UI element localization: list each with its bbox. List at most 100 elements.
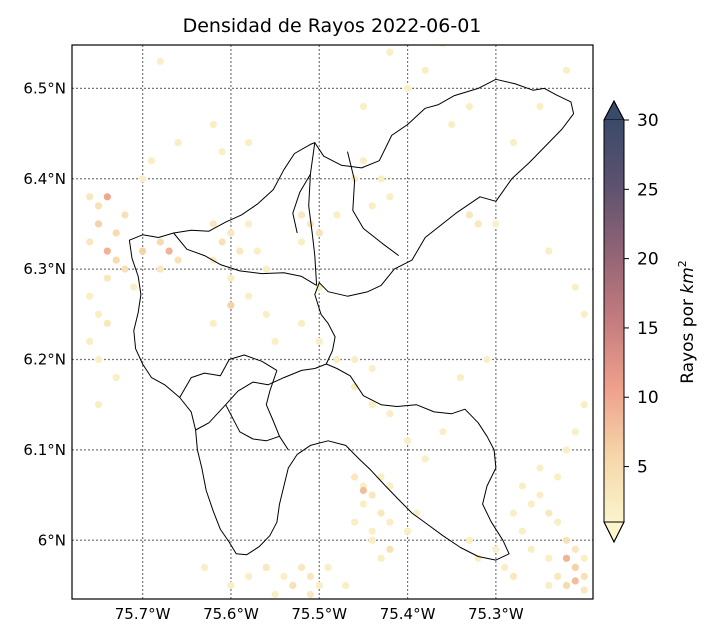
density-cell bbox=[359, 500, 367, 508]
density-cell bbox=[342, 581, 350, 590]
density-cell bbox=[562, 66, 571, 74]
density-cell bbox=[94, 401, 103, 409]
density-cell bbox=[377, 554, 385, 562]
density-cell bbox=[200, 563, 209, 572]
density-cell bbox=[298, 211, 306, 219]
density-cell bbox=[580, 586, 588, 594]
lon-tick-label: 75.3°W bbox=[468, 605, 524, 623]
density-cell bbox=[112, 374, 120, 382]
density-cell bbox=[377, 509, 385, 517]
density-cell bbox=[509, 509, 518, 517]
colorbar-tick-label: 20 bbox=[637, 250, 659, 270]
municipal-boundaries bbox=[128, 78, 575, 561]
density-cell bbox=[262, 563, 270, 572]
colorbar-tick-label: 15 bbox=[637, 319, 659, 339]
density-cell bbox=[306, 220, 314, 228]
density-cell bbox=[571, 545, 579, 553]
density-cell bbox=[448, 120, 456, 129]
density-cell bbox=[545, 581, 553, 590]
density-cell bbox=[421, 455, 429, 463]
density-cell bbox=[218, 238, 226, 246]
density-cell bbox=[492, 220, 500, 228]
density-cell bbox=[465, 536, 473, 544]
density-cell bbox=[86, 238, 94, 246]
density-cell bbox=[377, 175, 385, 183]
density-cell bbox=[501, 563, 509, 572]
density-cell bbox=[253, 247, 261, 255]
map-panel: 75.7°W 75.6°W 75.5°W 75.4°W 75.3°W 6°N6.1°N6… bbox=[23, 44, 594, 623]
colorbar: 5 10 15 20 25 30 Rayos por km2 bbox=[603, 99, 698, 544]
colorbar-tick-label: 25 bbox=[637, 180, 659, 200]
density-cell bbox=[571, 577, 579, 585]
colorbar-label: Rayos por km2 bbox=[676, 260, 698, 384]
lon-tick-label: 75.6°W bbox=[203, 605, 259, 623]
density-cell bbox=[174, 139, 182, 147]
density-cell bbox=[465, 211, 473, 219]
density-cell bbox=[103, 274, 111, 282]
municipality-border bbox=[265, 370, 289, 451]
municipality-border bbox=[225, 404, 280, 442]
density-cell bbox=[509, 139, 518, 147]
map-frame bbox=[71, 44, 594, 600]
lon-tick-label: 75.7°W bbox=[115, 605, 171, 623]
density-cell bbox=[527, 545, 535, 553]
density-cell bbox=[315, 229, 323, 237]
colorbar-min-extend bbox=[603, 521, 625, 544]
density-cell bbox=[245, 572, 253, 581]
density-cell bbox=[306, 590, 314, 599]
density-cell bbox=[103, 193, 111, 201]
density-cell bbox=[571, 283, 579, 291]
density-cell bbox=[571, 563, 579, 572]
density-cell bbox=[518, 527, 527, 535]
density-cell bbox=[298, 319, 306, 327]
density-cell bbox=[112, 229, 120, 237]
density-cell bbox=[209, 120, 217, 129]
density-cell bbox=[580, 310, 588, 318]
density-cell bbox=[298, 563, 306, 572]
municipality-border bbox=[308, 142, 318, 286]
density-cell bbox=[545, 509, 553, 517]
gridlines bbox=[72, 45, 593, 599]
density-cell bbox=[94, 355, 103, 364]
density-cell bbox=[130, 283, 138, 291]
density-cell bbox=[580, 554, 588, 562]
density-cell bbox=[94, 310, 103, 318]
density-cell bbox=[298, 238, 306, 246]
map-title: Densidad de Rayos 2022-06-01 bbox=[183, 15, 482, 37]
density-cell bbox=[121, 211, 129, 219]
density-cell bbox=[147, 157, 156, 165]
density-cell bbox=[412, 509, 420, 517]
colorbar-tick-label: 30 bbox=[637, 111, 659, 131]
density-cell bbox=[368, 364, 376, 373]
density-cell bbox=[536, 102, 544, 111]
density-cell bbox=[165, 247, 173, 255]
density-cell bbox=[439, 428, 447, 436]
density-cell bbox=[227, 229, 235, 237]
latitude-tick-labels: 6°N 6.1°N 6.2°N 6.3°N 6.4°N 6.5°N bbox=[23, 79, 66, 549]
density-cell bbox=[465, 102, 473, 111]
density-cell bbox=[121, 265, 129, 273]
density-cell bbox=[421, 66, 429, 74]
density-cell bbox=[536, 464, 544, 472]
density-cell bbox=[227, 274, 235, 282]
density-cell bbox=[368, 536, 376, 544]
lat-tick-label: 6.1°N bbox=[23, 441, 66, 459]
density-cell bbox=[386, 518, 394, 526]
density-cell bbox=[439, 45, 447, 47]
lat-tick-label: 6.3°N bbox=[23, 260, 66, 278]
density-cell bbox=[377, 473, 385, 481]
density-cell bbox=[368, 401, 376, 409]
density-cell bbox=[227, 581, 235, 590]
lat-tick-label: 6.5°N bbox=[23, 79, 66, 97]
density-cell bbox=[209, 319, 217, 327]
map-background bbox=[72, 45, 593, 599]
density-cell bbox=[483, 355, 491, 364]
density-cell bbox=[86, 292, 94, 300]
lon-tick-label: 75.5°W bbox=[291, 605, 347, 623]
lat-tick-label: 6.2°N bbox=[23, 351, 66, 369]
colorbar-tick-label: 10 bbox=[637, 388, 659, 408]
density-cell bbox=[156, 265, 164, 273]
density-cell bbox=[456, 374, 465, 382]
density-cell bbox=[245, 139, 253, 147]
